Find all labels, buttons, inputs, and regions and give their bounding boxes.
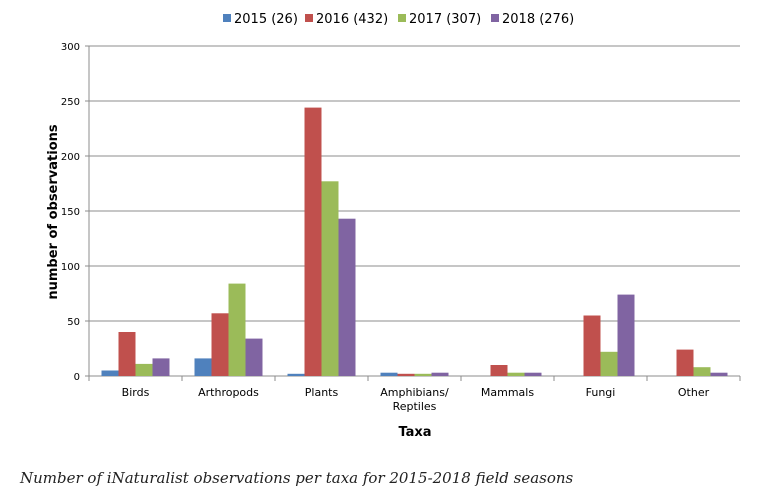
bar: [676, 349, 694, 376]
bar: [338, 218, 356, 376]
bar: [693, 367, 711, 376]
y-tick-label: 200: [61, 152, 80, 163]
legend-label: 2017 (307): [409, 12, 481, 27]
bar: [380, 372, 398, 376]
legend-swatch: [305, 14, 313, 22]
y-tick-label: 0: [74, 372, 80, 383]
bar: [524, 372, 542, 376]
bars: [101, 107, 728, 376]
x-tick-label: Birds: [122, 386, 150, 399]
legend-swatch: [491, 14, 499, 22]
legend: 2015 (26) 2016 (432) 2017 (307) 2018 (276): [223, 12, 574, 27]
bar: [431, 372, 449, 376]
chart: 0 50 100 150 200 250 300 Birds Arthropods Plants…: [46, 12, 741, 440]
bar: [101, 370, 119, 376]
bar: [710, 372, 728, 376]
bar: [245, 338, 263, 376]
gridlines: [89, 45, 740, 322]
x-tick-labels: Birds Arthropods Plants Amphibians/Reptiles…: [122, 386, 710, 413]
bar: [118, 332, 136, 376]
y-tick-label: 150: [61, 207, 80, 218]
y-axis-label: number of observations: [46, 124, 61, 300]
bar: [211, 313, 229, 376]
axes: [85, 45, 741, 381]
bar: [287, 373, 305, 376]
y-tick-label: 300: [61, 42, 80, 53]
bar: [194, 358, 212, 376]
x-tick-label: Amphibians/Reptiles: [380, 386, 449, 413]
bar: [135, 363, 153, 376]
bar: [600, 351, 618, 376]
bar: [304, 107, 322, 376]
x-tick-label: Other: [678, 386, 710, 399]
legend-swatch: [398, 14, 406, 22]
x-tick-label: Mammals: [481, 386, 534, 399]
y-tick-labels: 0 50 100 150 200 250 300: [61, 42, 80, 383]
x-tick-label: Arthropods: [198, 386, 259, 399]
y-tick-label: 50: [67, 317, 80, 328]
bar: [490, 365, 508, 376]
x-axis-label: Taxa: [398, 425, 431, 440]
bar: [617, 294, 635, 376]
legend-label: 2015 (26): [234, 12, 298, 27]
bar: [321, 181, 339, 376]
x-tick-label: Fungi: [586, 386, 616, 399]
bar: [397, 373, 415, 376]
legend-label: 2016 (432): [316, 12, 388, 27]
bar: [414, 373, 432, 376]
bar: [507, 372, 525, 376]
bar: [152, 358, 170, 376]
y-tick-label: 250: [61, 97, 80, 108]
figure-caption: Number of iNaturalist observations per t…: [20, 469, 574, 487]
legend-swatch: [223, 14, 231, 22]
legend-label: 2018 (276): [502, 12, 574, 27]
bar: [583, 315, 601, 376]
y-tick-label: 100: [61, 262, 80, 273]
x-tick-label: Plants: [305, 386, 339, 399]
bar: [228, 283, 246, 376]
